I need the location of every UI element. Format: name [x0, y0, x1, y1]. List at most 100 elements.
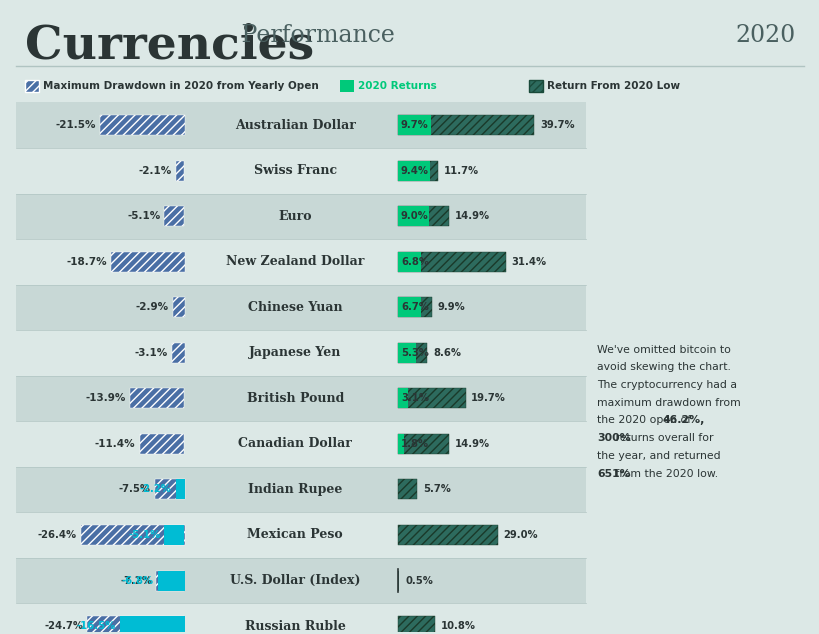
Text: 0.5%: 0.5%: [405, 576, 433, 586]
Text: returns overall for: returns overall for: [612, 433, 713, 443]
Bar: [100, 115, 184, 135]
Text: -26.4%: -26.4%: [38, 530, 76, 540]
Bar: [129, 389, 184, 408]
Text: 6.8%: 6.8%: [400, 257, 428, 267]
Text: -7.2%: -7.2%: [120, 576, 152, 586]
Text: 6.7%: 6.7%: [400, 302, 428, 313]
Text: 651%: 651%: [596, 469, 630, 479]
Text: -5.1%: -5.1%: [128, 530, 161, 540]
Text: 39.7%: 39.7%: [540, 120, 574, 130]
Bar: [397, 571, 399, 590]
Text: The cryptocurrency had a: The cryptocurrency had a: [596, 380, 736, 390]
Bar: [172, 343, 184, 363]
Bar: [120, 616, 184, 634]
Text: 300%: 300%: [596, 433, 630, 443]
Bar: [397, 115, 431, 135]
Bar: [16, 375, 586, 421]
Text: 9.0%: 9.0%: [400, 211, 428, 221]
Bar: [157, 571, 184, 590]
Text: 11.7%: 11.7%: [443, 165, 478, 176]
Text: Swiss Franc: Swiss Franc: [253, 164, 337, 178]
Bar: [397, 616, 434, 634]
Text: 29.0%: 29.0%: [503, 530, 537, 540]
Text: Chinese Yuan: Chinese Yuan: [247, 301, 342, 314]
Bar: [16, 421, 586, 467]
Bar: [16, 558, 586, 604]
Bar: [397, 389, 465, 408]
Text: 14.9%: 14.9%: [455, 211, 489, 221]
Bar: [397, 525, 497, 545]
Bar: [173, 297, 184, 318]
Text: Australian Dollar: Australian Dollar: [234, 119, 355, 132]
Text: the year, and returned: the year, and returned: [596, 451, 720, 461]
Text: 14.9%: 14.9%: [455, 439, 489, 449]
Text: 3.1%: 3.1%: [400, 394, 428, 403]
Text: 8.6%: 8.6%: [432, 348, 460, 358]
Text: -16.5%: -16.5%: [76, 621, 115, 631]
Bar: [16, 193, 586, 239]
Text: from the 2020 low.: from the 2020 low.: [612, 469, 717, 479]
Bar: [175, 479, 184, 500]
Bar: [397, 434, 404, 454]
Text: New Zealand Dollar: New Zealand Dollar: [226, 256, 364, 268]
Bar: [397, 161, 429, 181]
Text: U.S. Dollar (Index): U.S. Dollar (Index): [229, 574, 360, 587]
Text: 2020 Returns: 2020 Returns: [358, 81, 437, 91]
Text: Return From 2020 Low: Return From 2020 Low: [546, 81, 679, 91]
Bar: [16, 330, 586, 375]
Text: We've omitted bitcoin to: We've omitted bitcoin to: [596, 345, 730, 354]
Text: 5.3%: 5.3%: [400, 348, 428, 358]
Bar: [16, 148, 586, 193]
Bar: [111, 252, 184, 272]
Bar: [397, 297, 420, 318]
Bar: [397, 479, 417, 500]
Text: 19.7%: 19.7%: [471, 394, 505, 403]
Text: -3.1%: -3.1%: [135, 348, 168, 358]
Text: -2.2%: -2.2%: [140, 484, 171, 495]
Text: avoid skewing the chart.: avoid skewing the chart.: [596, 363, 730, 372]
Bar: [155, 479, 184, 500]
Text: Euro: Euro: [278, 210, 311, 223]
Text: British Pound: British Pound: [247, 392, 343, 405]
Bar: [397, 389, 408, 408]
Bar: [139, 434, 184, 454]
Text: -21.5%: -21.5%: [55, 120, 96, 130]
Text: 31.4%: 31.4%: [511, 257, 546, 267]
Text: Performance: Performance: [233, 24, 394, 47]
Text: -7.5%: -7.5%: [119, 484, 151, 495]
Text: 46.2%,: 46.2%,: [661, 415, 704, 425]
Text: 9.7%: 9.7%: [400, 120, 428, 130]
Text: Japanese Yen: Japanese Yen: [249, 346, 341, 359]
Bar: [16, 103, 586, 148]
Bar: [397, 206, 449, 226]
Bar: [397, 252, 505, 272]
Bar: [16, 512, 586, 558]
Text: Russian Ruble: Russian Ruble: [244, 619, 346, 633]
Bar: [397, 206, 428, 226]
Text: Currencies: Currencies: [25, 22, 314, 68]
Bar: [397, 115, 534, 135]
Bar: [176, 161, 184, 181]
Text: 9.9%: 9.9%: [437, 302, 464, 313]
Text: Maximum Drawdown in 2020 from Yearly Open: Maximum Drawdown in 2020 from Yearly Ope…: [43, 81, 318, 91]
Text: -18.7%: -18.7%: [66, 257, 106, 267]
Bar: [397, 343, 415, 363]
Bar: [80, 525, 184, 545]
Bar: [397, 161, 437, 181]
Text: -24.7%: -24.7%: [44, 621, 83, 631]
Bar: [165, 525, 184, 545]
Text: Canadian Dollar: Canadian Dollar: [238, 437, 351, 450]
Bar: [397, 297, 432, 318]
Bar: [397, 434, 449, 454]
Text: Mexican Peso: Mexican Peso: [247, 529, 342, 541]
Text: -13.9%: -13.9%: [85, 394, 125, 403]
Text: 9.4%: 9.4%: [400, 165, 428, 176]
Text: -2.1%: -2.1%: [138, 165, 172, 176]
Bar: [165, 206, 184, 226]
Text: -6.8%: -6.8%: [121, 576, 153, 586]
Bar: [397, 252, 421, 272]
Text: maximum drawdown from: maximum drawdown from: [596, 398, 740, 408]
Text: -5.1%: -5.1%: [127, 211, 161, 221]
Bar: [16, 239, 586, 285]
Text: -2.9%: -2.9%: [136, 302, 169, 313]
